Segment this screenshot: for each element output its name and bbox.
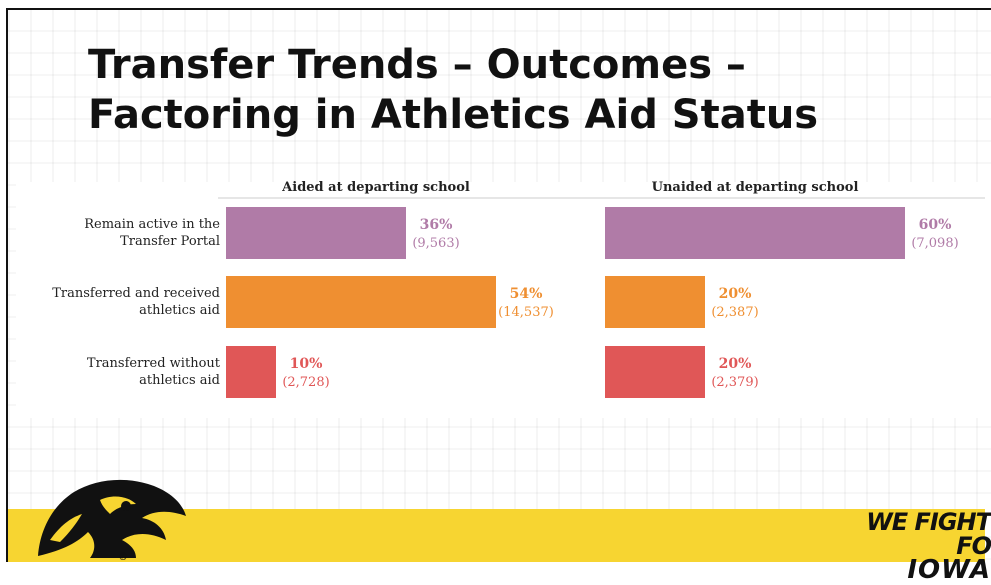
slide-title: Transfer Trends – Outcomes – Factoring i… — [88, 40, 888, 140]
percent-label-panel-1-row-2: 54% — [510, 286, 543, 302]
transfer-outcomes-chart: Remain active in the Transfer Portal Trans… — [52, 180, 985, 398]
count-label-panel-2-row-2: (2,387) — [711, 305, 758, 320]
panel-title-1: Aided at departing school — [281, 180, 470, 195]
percent-label-panel-2-row-3: 20% — [719, 356, 752, 372]
count-label-panel-1-row-1: (9,563) — [412, 236, 459, 251]
count-label-panel-2-row-1: (7,098) — [911, 236, 958, 251]
bar-panel-1-row-2 — [226, 276, 496, 328]
slide-title-line-1: Transfer Trends – Outcomes – — [88, 42, 746, 88]
category-label-1-line-2: Transfer Portal — [120, 234, 220, 249]
count-label-panel-2-row-3: (2,379) — [711, 375, 758, 390]
percent-label-panel-1-row-1: 36% — [420, 217, 453, 233]
percent-label-panel-1-row-3: 10% — [290, 356, 323, 372]
panel-title-2: Unaided at departing school — [652, 180, 859, 195]
svg-text:®: ® — [118, 552, 128, 562]
category-label-1-line-1: Remain active in the — [84, 217, 220, 232]
category-label-2-line-1: Transferred and received — [52, 286, 220, 301]
percent-label-panel-2-row-1: 60% — [919, 217, 952, 233]
hawkeye-logo: ® — [38, 479, 186, 562]
category-label-3-line-1: Transferred without — [87, 356, 221, 371]
bar-panel-2-row-3 — [605, 346, 705, 398]
count-label-panel-1-row-2: (14,537) — [498, 305, 554, 320]
percent-label-panel-2-row-2: 20% — [719, 286, 752, 302]
slide-frame — [6, 8, 991, 562]
slogan-we-fight-for-iowa: WE FIGHT FO IOWA — [841, 508, 991, 583]
slide-title-line-2: Factoring in Athletics Aid Status — [88, 92, 819, 138]
count-label-panel-1-row-3: (2,728) — [282, 375, 329, 390]
bar-panel-1-row-1 — [226, 207, 406, 259]
bar-panel-1-row-3 — [226, 346, 276, 398]
footer-bar — [8, 509, 985, 562]
category-label-2-line-2: athletics aid — [139, 303, 220, 318]
bar-panel-2-row-1 — [605, 207, 905, 259]
slogan-line-1: WE FIGHT FO — [866, 508, 991, 560]
category-label-3-line-2: athletics aid — [139, 373, 220, 388]
bar-panel-2-row-2 — [605, 276, 705, 328]
